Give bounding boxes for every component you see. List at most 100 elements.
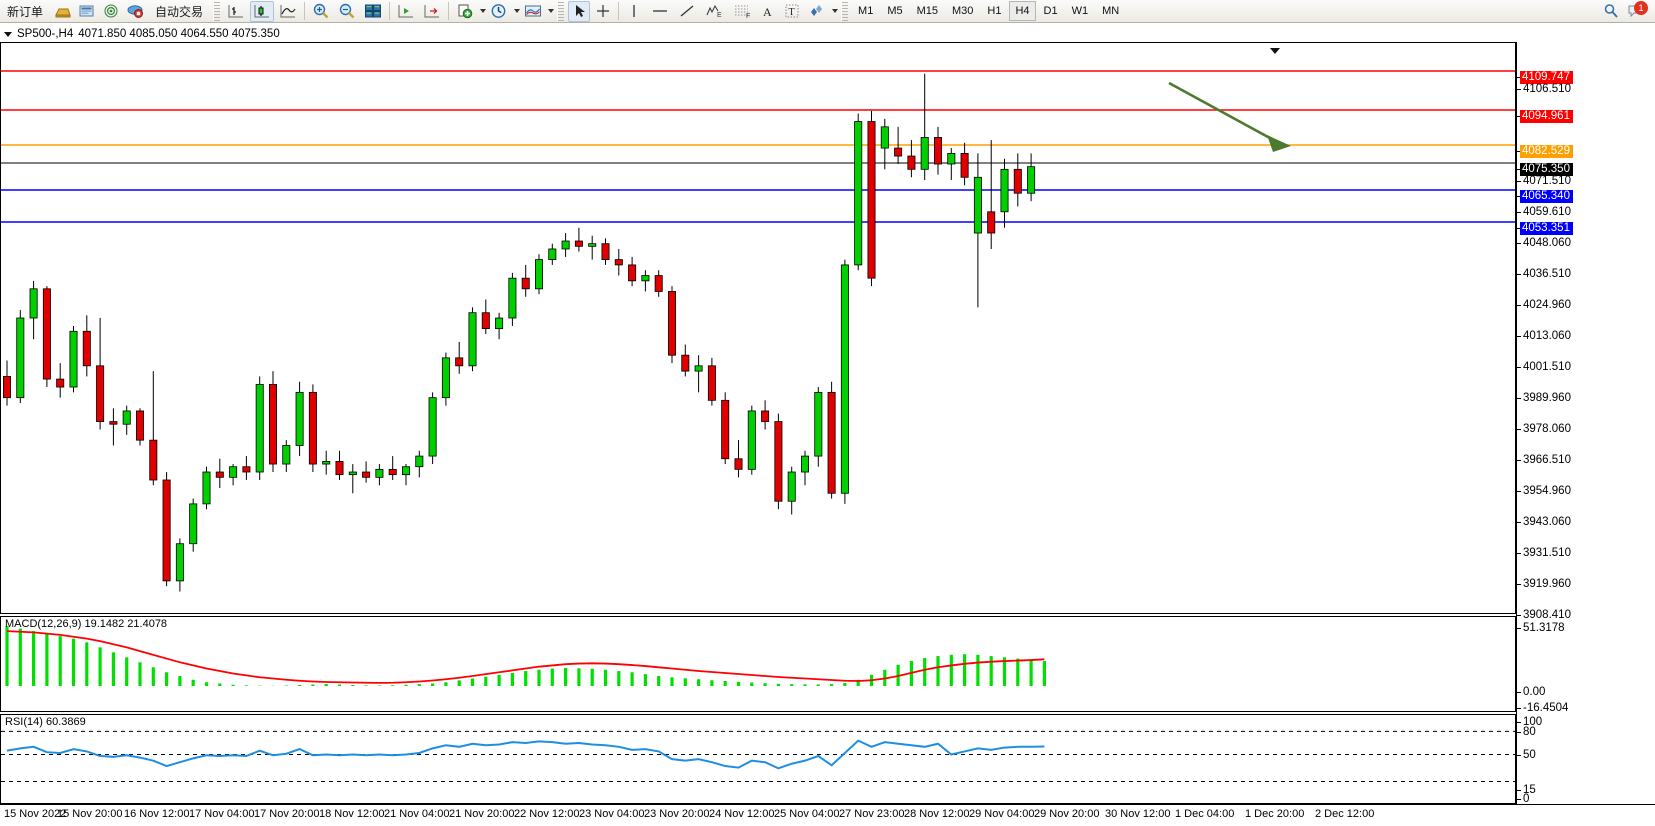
time-label: 23 Nov 04:00 bbox=[579, 808, 645, 820]
chart-collapse-triangle-icon[interactable] bbox=[1270, 48, 1280, 54]
candle bbox=[654, 270, 663, 297]
timeframe-w1[interactable]: W1 bbox=[1071, 5, 1089, 17]
candle bbox=[628, 256, 637, 287]
period-dropdown[interactable] bbox=[514, 9, 521, 13]
auto-trading-icon[interactable] bbox=[124, 1, 147, 22]
chart-symbol-label: SP500-,H4 bbox=[17, 28, 74, 40]
macd-pane[interactable]: MACD(12,26,9) 19.1482 21.4078 bbox=[0, 616, 1516, 712]
add-indicator-dropdown[interactable] bbox=[480, 9, 487, 13]
horizontal-line-icon[interactable] bbox=[647, 1, 673, 22]
templates-dropdown[interactable] bbox=[548, 9, 555, 13]
price-tick-label: 51.3178 bbox=[1523, 622, 1565, 634]
price-tick bbox=[1517, 151, 1521, 152]
price-tick-label: 4013.060 bbox=[1523, 330, 1571, 342]
price-tick-label: 4048.060 bbox=[1523, 237, 1571, 249]
time-scale[interactable]: 15 Nov 2022 15 Nov 20:00 16 Nov 12:00 17 No… bbox=[0, 804, 1655, 826]
price-tick-label: 80 bbox=[1523, 726, 1536, 738]
signals-icon[interactable] bbox=[100, 1, 122, 22]
svg-text:E: E bbox=[717, 12, 722, 19]
price-tick bbox=[1517, 628, 1521, 629]
price-level-label: 4109.747 bbox=[1520, 71, 1573, 84]
time-label: 25 Nov 04:00 bbox=[774, 808, 840, 820]
candle bbox=[441, 352, 450, 406]
timeframe-m15[interactable]: M15 bbox=[916, 5, 938, 17]
time-label: 29 Nov 04:00 bbox=[969, 808, 1035, 820]
price-tick bbox=[1517, 799, 1521, 800]
candle bbox=[175, 538, 184, 592]
candle bbox=[548, 243, 557, 265]
new-order-button[interactable]: 新订单 bbox=[7, 4, 44, 19]
fibonacci-icon[interactable]: F bbox=[729, 1, 755, 22]
price-tick bbox=[1517, 169, 1521, 170]
time-label: 23 Nov 20:00 bbox=[644, 808, 710, 820]
candle bbox=[960, 142, 969, 186]
candle bbox=[308, 384, 317, 473]
candle bbox=[787, 466, 796, 515]
price-tick bbox=[1517, 732, 1521, 733]
candle bbox=[428, 392, 437, 465]
templates-icon[interactable] bbox=[521, 1, 545, 22]
candle bbox=[614, 248, 623, 276]
zoom-in-icon[interactable] bbox=[309, 1, 333, 22]
bar-chart-icon[interactable] bbox=[224, 1, 248, 22]
timeframe-h1[interactable]: H1 bbox=[987, 5, 1002, 17]
zoom-out-icon[interactable] bbox=[335, 1, 359, 22]
candle bbox=[840, 259, 849, 504]
text-icon[interactable]: A bbox=[757, 1, 779, 22]
chart-menu-triangle-icon[interactable] bbox=[4, 31, 12, 37]
candle bbox=[761, 400, 770, 430]
candle bbox=[268, 371, 277, 473]
toolbar-grip-3[interactable] bbox=[841, 1, 849, 21]
candle bbox=[588, 235, 597, 260]
alerts-icon[interactable]: 1 bbox=[1624, 0, 1648, 22]
toolbar-grip[interactable] bbox=[213, 1, 221, 21]
period-icon[interactable] bbox=[487, 1, 511, 22]
candle bbox=[282, 440, 291, 473]
price-tick bbox=[1517, 460, 1521, 461]
candlestick-chart-icon[interactable] bbox=[250, 0, 275, 22]
search-icon[interactable] bbox=[1600, 1, 1622, 22]
candle bbox=[641, 270, 650, 292]
auto-trading-button[interactable]: 自动交易 bbox=[155, 4, 204, 19]
chart-shift-icon[interactable] bbox=[394, 1, 418, 22]
rsi-pane[interactable]: RSI(14) 60.3869 bbox=[0, 714, 1516, 804]
text-label-icon[interactable]: T bbox=[781, 1, 803, 22]
candle bbox=[535, 254, 544, 295]
timeframe-mn[interactable]: MN bbox=[1102, 5, 1120, 17]
candle bbox=[880, 118, 889, 170]
chart-ohlc-label: 4071.850 4085.050 4064.550 4075.350 bbox=[78, 28, 280, 40]
objects-dropdown[interactable] bbox=[832, 9, 839, 13]
objects-icon[interactable] bbox=[805, 1, 829, 22]
price-scale[interactable]: 4109.747 4106.510 4094.961 4082.529 4075.350… bbox=[1516, 42, 1655, 805]
price-pane[interactable] bbox=[0, 42, 1516, 614]
gold-bar-icon[interactable] bbox=[51, 1, 74, 22]
tile-windows-icon[interactable] bbox=[361, 1, 385, 22]
line-chart-icon[interactable] bbox=[276, 1, 300, 22]
cursor-icon[interactable] bbox=[568, 0, 591, 22]
toolbar-separator-3 bbox=[448, 2, 450, 20]
candle bbox=[82, 315, 91, 377]
toolbar-grip-2[interactable] bbox=[557, 1, 565, 21]
timeframe-h4[interactable]: H4 bbox=[1009, 1, 1036, 21]
auto-scroll-icon[interactable] bbox=[420, 1, 444, 22]
vertical-line-icon[interactable] bbox=[623, 1, 645, 22]
timeframe-m1[interactable]: M1 bbox=[858, 5, 874, 17]
time-label: 17 Nov 04:00 bbox=[189, 808, 255, 820]
down-trend-arrow[interactable] bbox=[1168, 81, 1291, 152]
candle bbox=[1013, 153, 1022, 207]
trendline-icon[interactable] bbox=[675, 1, 699, 22]
chart-window[interactable]: SP500-,H4 4071.850 4085.050 4064.550 407… bbox=[0, 23, 1655, 826]
timeframe-m5[interactable]: M5 bbox=[887, 5, 903, 17]
timeframe-m30[interactable]: M30 bbox=[952, 5, 974, 17]
terminal-icon[interactable] bbox=[76, 1, 98, 22]
price-tick bbox=[1517, 398, 1521, 399]
candle bbox=[894, 126, 903, 165]
elliott-wave-icon[interactable]: E bbox=[701, 1, 727, 22]
crosshair-icon[interactable] bbox=[592, 1, 614, 22]
svg-text:A: A bbox=[763, 5, 772, 19]
price-tick-label: 3943.060 bbox=[1523, 516, 1571, 528]
add-indicator-icon[interactable] bbox=[453, 1, 477, 22]
candle bbox=[455, 341, 464, 374]
timeframe-d1[interactable]: D1 bbox=[1043, 5, 1058, 17]
price-tick-label: 0 bbox=[1523, 793, 1530, 805]
